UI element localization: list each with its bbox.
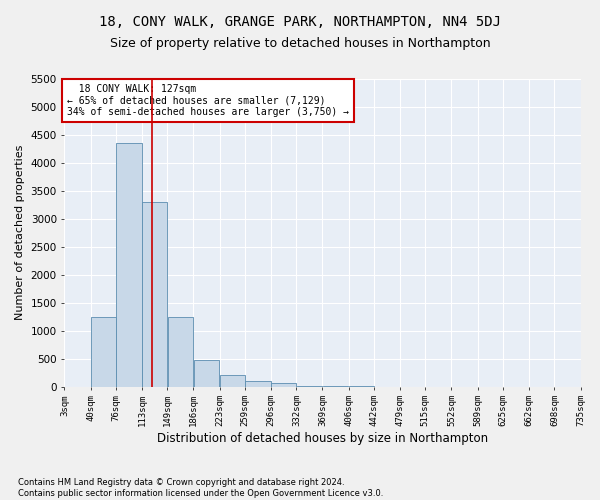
Bar	[142, 202, 167, 386]
Bar	[271, 383, 296, 386]
Bar	[167, 316, 193, 386]
Bar	[245, 381, 271, 386]
Text: Size of property relative to detached houses in Northampton: Size of property relative to detached ho…	[110, 38, 490, 51]
Bar	[116, 144, 142, 386]
Text: 18, CONY WALK, GRANGE PARK, NORTHAMPTON, NN4 5DJ: 18, CONY WALK, GRANGE PARK, NORTHAMPTON,…	[99, 15, 501, 29]
Bar	[194, 360, 220, 386]
Bar	[91, 316, 116, 386]
Text: Contains HM Land Registry data © Crown copyright and database right 2024.
Contai: Contains HM Land Registry data © Crown c…	[18, 478, 383, 498]
Y-axis label: Number of detached properties: Number of detached properties	[15, 145, 25, 320]
Bar	[220, 375, 245, 386]
X-axis label: Distribution of detached houses by size in Northampton: Distribution of detached houses by size …	[157, 432, 488, 445]
Text: 18 CONY WALK: 127sqm
← 65% of detached houses are smaller (7,129)
34% of semi-de: 18 CONY WALK: 127sqm ← 65% of detached h…	[67, 84, 349, 117]
